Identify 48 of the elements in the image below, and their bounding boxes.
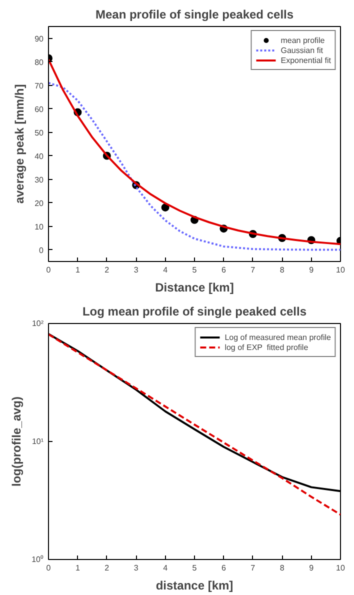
y-tick-label: 10⁰ xyxy=(32,555,44,564)
y-tick-label: 10² xyxy=(32,319,44,328)
x-tick-label: 2 xyxy=(104,266,110,274)
x-tick-label: 3 xyxy=(134,564,139,572)
legend-label: mean profile xyxy=(280,35,325,45)
x-tick-label: 5 xyxy=(192,266,198,274)
y-tick-label: 70 xyxy=(34,81,44,90)
y-tick-label: 80 xyxy=(34,58,44,67)
x-tick-label: 1 xyxy=(75,564,80,572)
x-tick-label: 7 xyxy=(250,564,256,572)
point xyxy=(161,203,170,212)
x-tick-label: 1 xyxy=(75,266,80,274)
x-tick-label: 9 xyxy=(309,266,314,274)
x-tick-label: 0 xyxy=(46,564,52,572)
x-tick-label: 8 xyxy=(280,266,285,274)
y-tick-label: 10 xyxy=(34,222,44,232)
x-tick-label: 8 xyxy=(280,564,285,572)
x-axis-title: Distance [km] xyxy=(155,280,234,294)
legend-label: Gaussian fit xyxy=(280,45,323,55)
y-axis-title: average peak [mm/h] xyxy=(12,84,27,204)
legend-label: Log of measured mean profile xyxy=(224,332,331,342)
x-tick-label: 0 xyxy=(46,266,52,274)
y-tick-label: 0 xyxy=(39,246,44,255)
y-tick-label: 90 xyxy=(34,34,44,44)
x-tick-label: 2 xyxy=(104,564,110,572)
chart-title: Log mean profile of single peaked cells xyxy=(82,304,307,318)
y-tick-label: 50 xyxy=(34,128,44,138)
y-tick-label: 20 xyxy=(34,198,44,208)
x-axis-title: distance [km] xyxy=(156,578,234,592)
y-tick-label: 10¹ xyxy=(32,437,44,446)
x-tick-label: 6 xyxy=(221,266,226,274)
x-tick-label: 10 xyxy=(336,564,346,572)
legend-label: log of EXP fitted profile xyxy=(224,342,308,352)
x-tick-label: 3 xyxy=(134,266,139,274)
line-series xyxy=(48,82,340,251)
x-tick-label: 10 xyxy=(336,266,346,274)
x-tick-label: 7 xyxy=(250,266,256,274)
x-tick-label: 9 xyxy=(309,564,314,572)
x-tick-label: 5 xyxy=(192,564,198,572)
y-tick-label: 60 xyxy=(34,104,44,114)
x-tick-label: 4 xyxy=(163,564,168,572)
chart-title: Mean profile of single peaked cells xyxy=(95,8,294,22)
x-tick-label: 4 xyxy=(163,266,168,274)
y-tick-label: 40 xyxy=(34,152,44,161)
y-tick-label: 30 xyxy=(34,175,44,184)
legend-label: Exponential fit xyxy=(280,55,331,65)
y-axis-title: log(profile_avg) xyxy=(10,396,24,487)
x-tick-label: 6 xyxy=(221,564,226,572)
